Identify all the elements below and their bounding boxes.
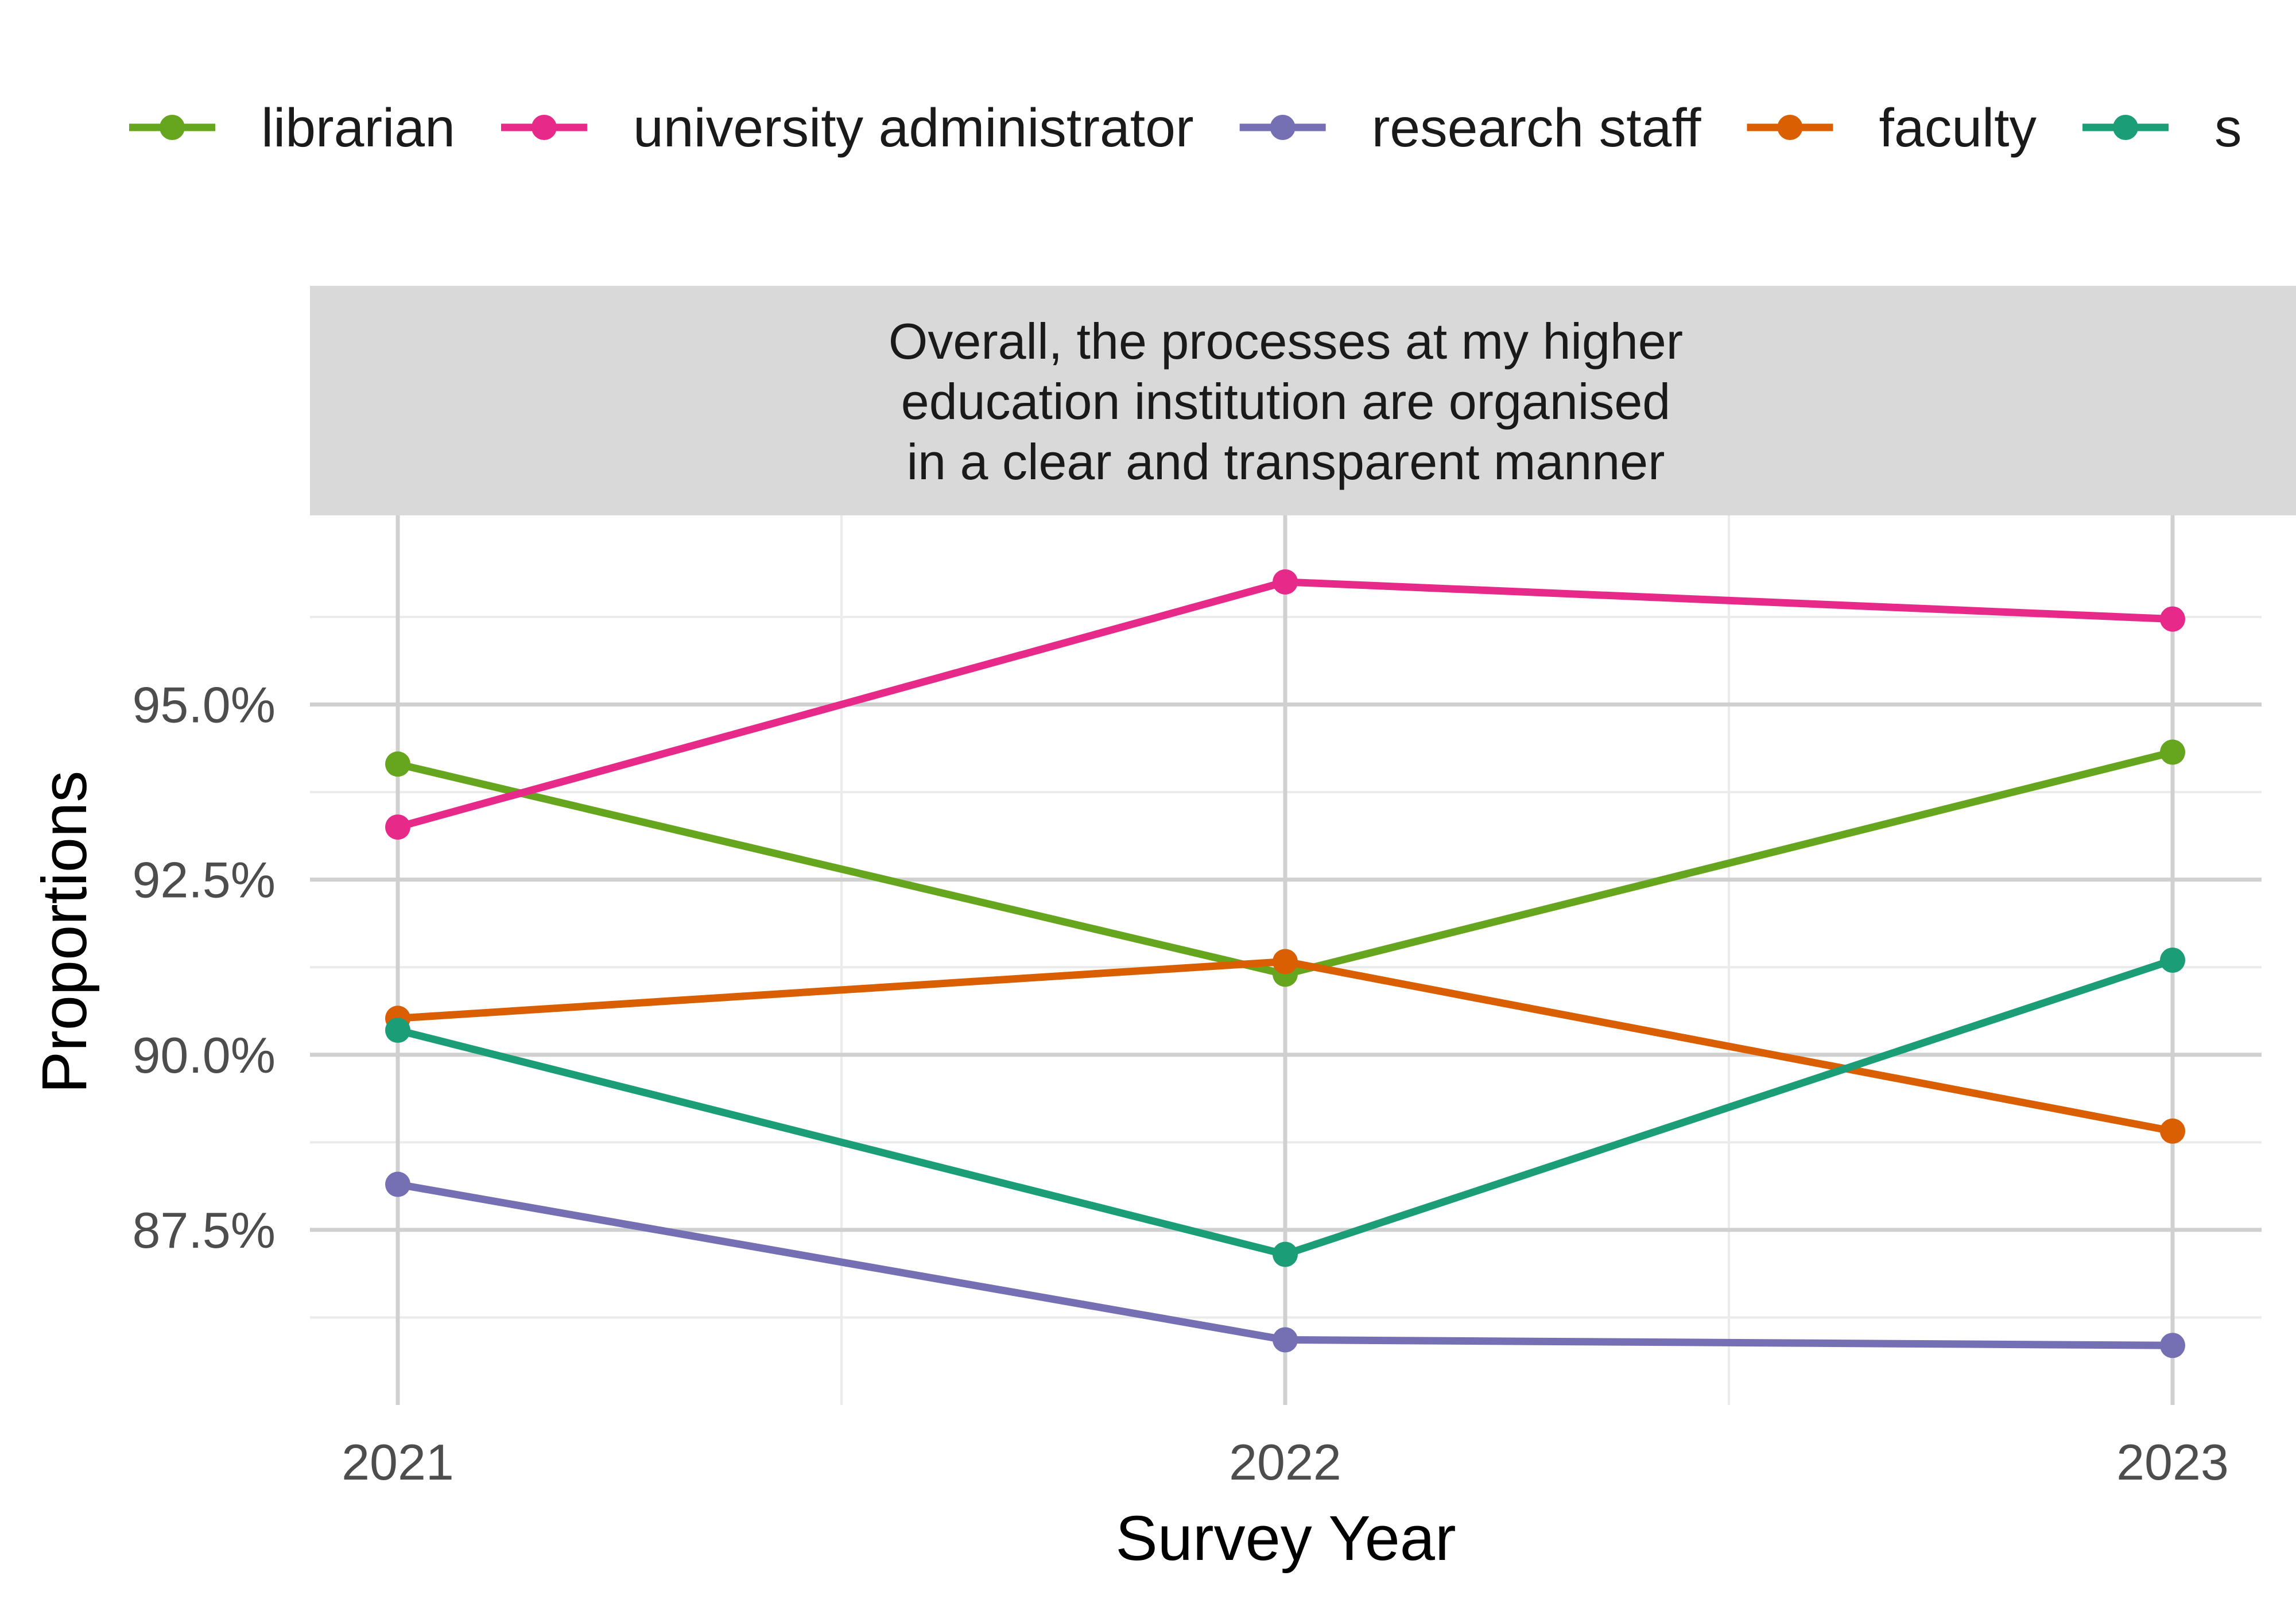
legend-key-point <box>1777 115 1803 140</box>
data-point <box>385 1018 410 1043</box>
legend-item: s <box>2082 98 2242 158</box>
x-tick-label: 2023 <box>2116 1434 2229 1490</box>
y-tick-label: 95.0% <box>132 677 276 733</box>
data-point <box>1273 1241 1298 1267</box>
data-point <box>1273 569 1298 595</box>
data-point <box>385 751 410 777</box>
legend-label: s <box>2214 98 2242 158</box>
facet-strip-background <box>310 286 2296 515</box>
series-points <box>385 569 2185 1358</box>
y-tick-label: 87.5% <box>132 1202 276 1259</box>
y-tick-label: 90.0% <box>132 1027 276 1084</box>
legend-item: university administrator <box>501 98 1194 158</box>
legend: librarian university administrator researc… <box>129 98 2242 158</box>
legend-item: research staff <box>1239 98 1701 158</box>
legend-item: librarian <box>129 98 455 158</box>
legend-key-point <box>531 115 557 140</box>
legend-label: university administrator <box>633 98 1194 158</box>
facet-strip-line-2: education institution are organised <box>901 373 1670 430</box>
plot-area <box>310 515 2262 1405</box>
legend-label: research staff <box>1372 98 1701 158</box>
y-axis-title: Proportions <box>29 771 100 1094</box>
data-point <box>2160 1333 2185 1358</box>
data-point <box>385 814 410 840</box>
data-point <box>1273 1327 1298 1353</box>
facet-strip: Overall, the processes at my higher educ… <box>310 286 2296 515</box>
legend-key-point <box>160 115 185 140</box>
y-axis-tick-labels: 87.5% 90.0% 92.5% 95.0% <box>132 677 276 1259</box>
data-point <box>385 1171 410 1197</box>
data-point <box>2160 739 2185 765</box>
x-tick-label: 2022 <box>1229 1434 1341 1490</box>
y-tick-label: 92.5% <box>132 852 276 909</box>
x-axis-tick-labels: 2021 2022 2023 <box>342 1434 2229 1490</box>
data-point <box>2160 1118 2185 1144</box>
facet-strip-line-1: Overall, the processes at my higher <box>889 313 1683 370</box>
x-axis-title: Survey Year <box>1115 1503 1456 1574</box>
facet-strip-line-3: in a clear and transparent manner <box>907 433 1665 490</box>
data-point <box>2160 606 2185 632</box>
legend-item: faculty <box>1747 98 2037 158</box>
x-tick-label: 2021 <box>342 1434 454 1490</box>
grid <box>310 515 2262 1405</box>
data-point <box>2160 948 2185 973</box>
data-point <box>1273 949 1298 975</box>
legend-key-point <box>1270 115 1296 140</box>
legend-label: faculty <box>1879 98 2037 158</box>
legend-label: librarian <box>261 98 455 158</box>
legend-key-point <box>2113 115 2139 140</box>
